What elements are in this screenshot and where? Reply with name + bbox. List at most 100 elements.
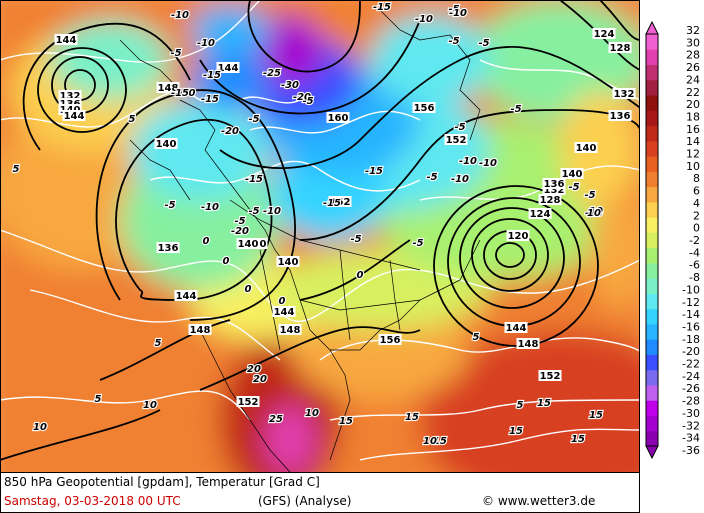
temperature-value: -10 [449, 8, 467, 19]
geopotential-label: 136 [156, 242, 180, 254]
legend-tick-label: -32 [682, 419, 700, 432]
geopotential-label: 144 [504, 322, 528, 334]
geopotential-value: 152 [330, 197, 351, 208]
model-run: (GFS) (Analyse) [258, 494, 352, 508]
temperature-value: 10 [587, 208, 601, 219]
geopotential-value: 144 [274, 307, 295, 318]
legend-tick-label: 2 [693, 209, 700, 222]
temperature-value: 20 [253, 374, 267, 385]
legend-swatch [646, 125, 658, 142]
temperature-value: -10 [479, 158, 497, 169]
temperature-value: -10 [451, 174, 469, 185]
geopotential-label: 152 [236, 396, 260, 408]
legend-swatch [646, 354, 658, 371]
legend-swatch [646, 201, 658, 218]
legend-tick-label: -12 [682, 296, 700, 309]
geopotential-value: 140 [156, 139, 177, 150]
temperature-value: 15 [339, 416, 353, 427]
geopotential-value: 140 [562, 169, 583, 180]
geopotential-label: 132 [612, 88, 636, 100]
temperature-labels: -10-10-5-15 -25-30-20-15-20-5-5 -10-15-5-5… [11, 1, 604, 448]
geopotential-value: 160 [328, 113, 349, 124]
legend-swatch [646, 247, 658, 264]
copyright-icon: © [482, 494, 494, 508]
temperature-value: 5 [129, 114, 136, 125]
legend-tick-label: -4 [689, 246, 700, 259]
geopotential-value: 148 [190, 325, 211, 336]
legend-swatch [646, 339, 658, 355]
geopotential-label: 152 [538, 370, 562, 382]
temperature-value: 15 [571, 434, 585, 445]
footer: 850 hPa Geopotential [gpdam], Temperatur… [0, 472, 640, 513]
geopotential-label: 124 [528, 208, 552, 220]
geopotential-value: 140 [278, 257, 299, 268]
geopotential-label: 144 [62, 110, 86, 122]
temperature-value: 15 [537, 398, 551, 409]
temperature-value: 25 [269, 414, 283, 425]
temperature-value: -15 [323, 198, 341, 209]
geopotential-label: 160 [326, 112, 350, 124]
legend-tick-label: -10 [682, 283, 700, 296]
geopotential-value: 148 [158, 83, 179, 94]
geopotential-value: 140 [576, 143, 597, 154]
temperature-value: -5 [584, 190, 595, 201]
temperature-value: -5 [478, 38, 489, 49]
geopotential-label: 132 [58, 90, 82, 102]
temperature-value: -10 [201, 202, 219, 213]
legend-tick-label: 8 [693, 172, 700, 185]
geopotential-value: 132 [544, 185, 565, 196]
temperature-value: -5 [350, 234, 361, 245]
geopotential-value: 132 [60, 91, 81, 102]
legend-swatch [646, 64, 658, 81]
geopotential-value: 136 [544, 179, 565, 190]
temperature-value: 0 [223, 256, 230, 267]
temperature-value: 5 [517, 400, 524, 411]
valid-date: Samstag, 03-03-2018 00 UTC [4, 494, 181, 508]
geopotential-value: 128 [610, 43, 631, 54]
copyright-text: www.wetter3.de [497, 494, 596, 508]
geopotential-value: 144 [56, 35, 77, 46]
legend-tick-label: 18 [686, 110, 700, 123]
temperature-value: -20 [293, 92, 311, 103]
temperature-value: -5 [248, 114, 259, 125]
coastlines [119, 9, 481, 472]
legend-swatch [646, 293, 658, 310]
legend-tick-label: -6 [689, 259, 700, 272]
geopotential-label: 132 [542, 184, 566, 196]
temperature-value: 0 [357, 270, 364, 281]
legend-border [645, 33, 659, 447]
legend-tick-label: 30 [686, 36, 700, 49]
legend-tick-label: 12 [686, 148, 700, 161]
legend-tick-label: 26 [686, 61, 700, 74]
temperature-value: -5 [234, 216, 245, 227]
temperature-value: -15 [203, 70, 221, 81]
temperature-value: 15 [509, 426, 523, 437]
geopotential-value: 124 [594, 29, 615, 40]
temperature-value: -10 [263, 206, 281, 217]
legend-swatch [646, 156, 658, 172]
temperature-value: 5 [155, 338, 162, 349]
legend-tick-label: -22 [682, 358, 700, 371]
temperature-value: -15 [373, 2, 391, 13]
geopotential-label: 140 [574, 142, 598, 154]
geopotential-label: 156 [378, 334, 402, 346]
temperature-value: 5 [473, 332, 480, 343]
geopotential-label: 144 [174, 290, 198, 302]
temperature-value: -15 [171, 88, 189, 99]
geopotential-value: 144 [506, 323, 527, 334]
copyright: © www.wetter3.de [482, 494, 595, 508]
temperature-value: -10 [171, 10, 189, 21]
geopotential-value: 128 [540, 195, 561, 206]
legend-tick-label: -34 [682, 432, 700, 445]
geopotential-label: 140 [560, 168, 584, 180]
geopotential-label: 148 [278, 324, 302, 336]
temperature-legend: 32302826242220181614121086420-2-4-6-8-10… [645, 20, 700, 460]
temperature-value: -5 [426, 172, 437, 183]
temperature-value: -5 [412, 238, 423, 249]
geopotential-value: 156 [414, 103, 435, 114]
temperature-value: -5 [248, 206, 259, 217]
temperature-value: -5 [510, 104, 521, 115]
temperature-value: -15 [201, 94, 219, 105]
legend-tick-label: 32 [686, 24, 700, 37]
legend-swatch [646, 79, 658, 96]
